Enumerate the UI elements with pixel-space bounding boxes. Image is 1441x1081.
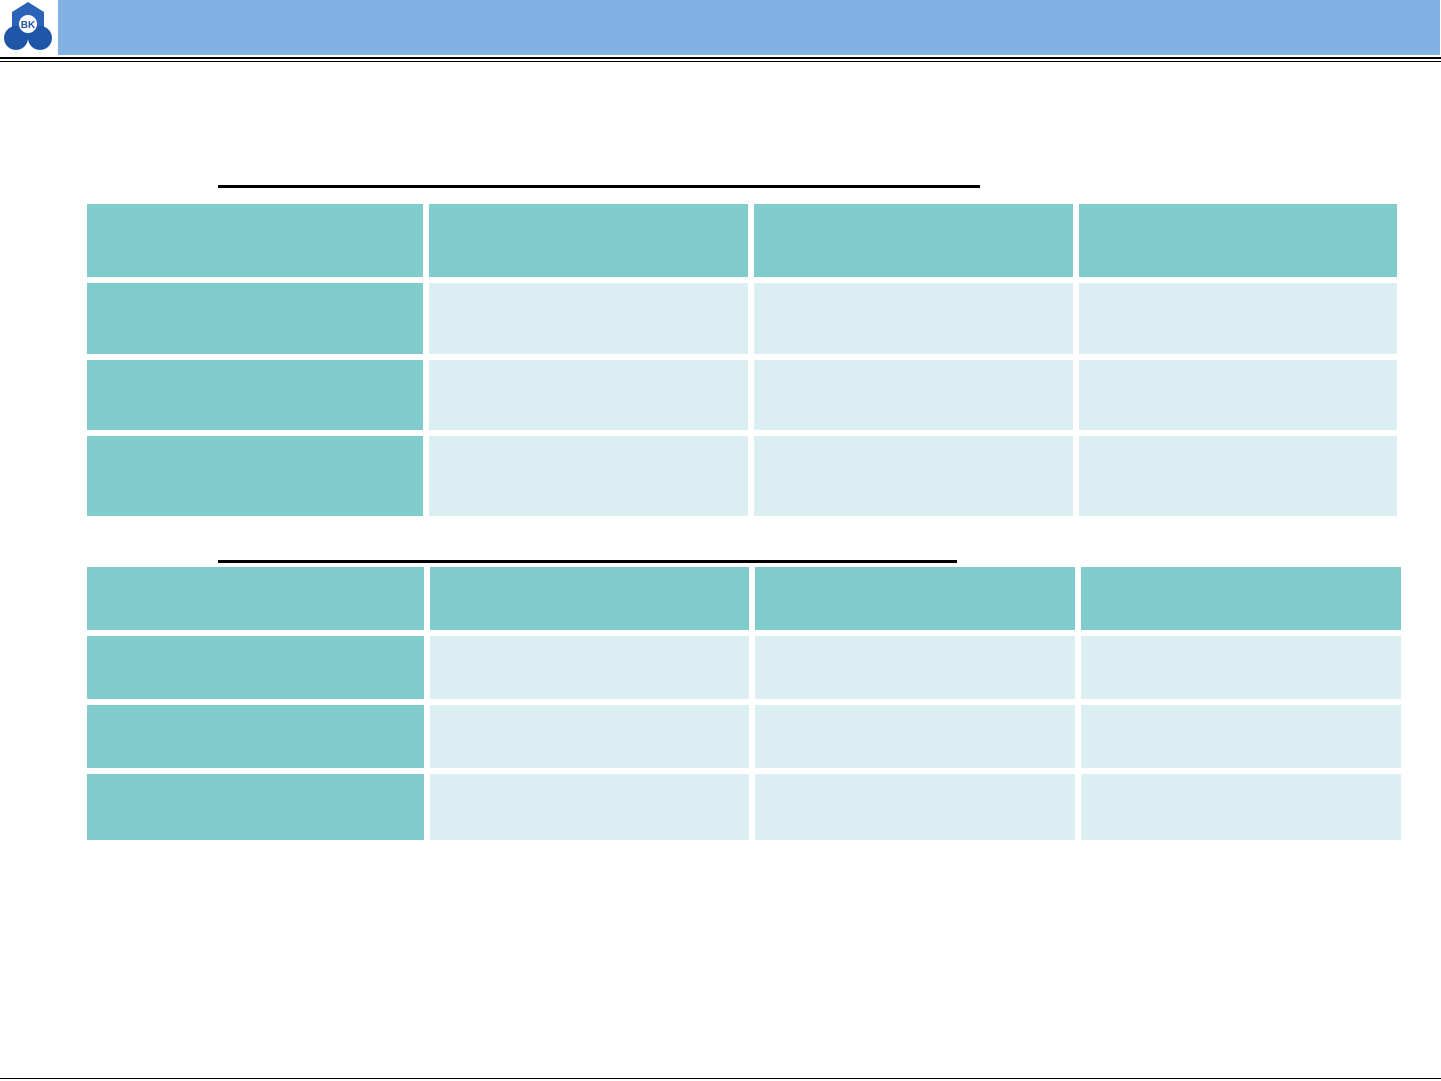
title-underline (218, 185, 980, 188)
header-rule (0, 57, 1441, 59)
header-rule (0, 61, 1441, 62)
title-underline (218, 560, 957, 563)
logo: BK (4, 2, 52, 50)
header-bar (58, 0, 1440, 55)
table (87, 204, 1397, 516)
table (87, 567, 1401, 840)
logo-text: BK (21, 20, 36, 31)
footer-rule (0, 1078, 1441, 1079)
